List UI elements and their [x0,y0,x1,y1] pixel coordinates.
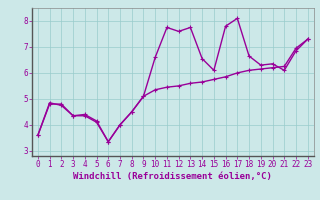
X-axis label: Windchill (Refroidissement éolien,°C): Windchill (Refroidissement éolien,°C) [73,172,272,181]
